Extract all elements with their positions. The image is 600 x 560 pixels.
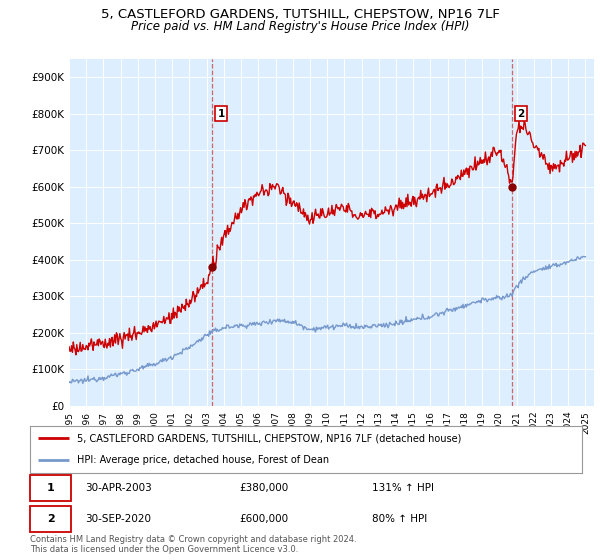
Text: £380,000: £380,000 bbox=[240, 483, 289, 493]
Text: 5, CASTLEFORD GARDENS, TUTSHILL, CHEPSTOW, NP16 7LF: 5, CASTLEFORD GARDENS, TUTSHILL, CHEPSTO… bbox=[101, 8, 499, 21]
Text: Contains HM Land Registry data © Crown copyright and database right 2024.
This d: Contains HM Land Registry data © Crown c… bbox=[30, 535, 356, 554]
Text: £600,000: £600,000 bbox=[240, 514, 289, 524]
Text: HPI: Average price, detached house, Forest of Dean: HPI: Average price, detached house, Fore… bbox=[77, 455, 329, 465]
Text: 5, CASTLEFORD GARDENS, TUTSHILL, CHEPSTOW, NP16 7LF (detached house): 5, CASTLEFORD GARDENS, TUTSHILL, CHEPSTO… bbox=[77, 433, 461, 444]
Text: 30-APR-2003: 30-APR-2003 bbox=[85, 483, 152, 493]
Text: 30-SEP-2020: 30-SEP-2020 bbox=[85, 514, 151, 524]
FancyBboxPatch shape bbox=[30, 475, 71, 501]
Text: 2: 2 bbox=[517, 109, 524, 119]
Text: 2: 2 bbox=[47, 514, 55, 524]
Text: Price paid vs. HM Land Registry's House Price Index (HPI): Price paid vs. HM Land Registry's House … bbox=[131, 20, 469, 32]
Text: 80% ↑ HPI: 80% ↑ HPI bbox=[372, 514, 427, 524]
Text: 131% ↑ HPI: 131% ↑ HPI bbox=[372, 483, 434, 493]
FancyBboxPatch shape bbox=[30, 506, 71, 532]
Text: 1: 1 bbox=[47, 483, 55, 493]
Text: 1: 1 bbox=[217, 109, 224, 119]
